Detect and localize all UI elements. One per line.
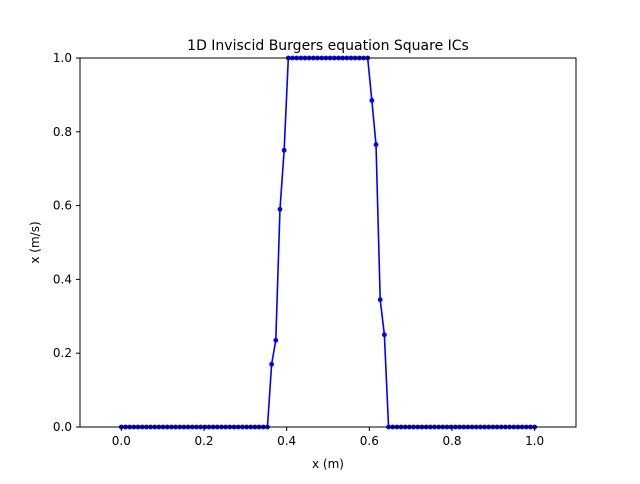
data-point (273, 337, 279, 343)
y-tick-label: 0.6 (53, 199, 72, 213)
y-axis-label: x (m/s) (28, 221, 42, 263)
data-point (281, 147, 287, 153)
x-tick-label: 0.8 (442, 434, 461, 448)
y-tick-label: 0.0 (53, 420, 72, 434)
data-point (381, 332, 387, 338)
data-point (369, 98, 375, 103)
x-tick-label: 1.0 (525, 434, 544, 448)
x-tick-label: 0.6 (360, 434, 379, 448)
x-tick-label: 0.0 (112, 434, 131, 448)
chart-title: 1D Inviscid Burgers equation Square ICs (187, 38, 469, 54)
data-point (373, 142, 379, 148)
data-point (277, 206, 283, 212)
tick-layer: 0.0 0.2 0.4 0.6 0.8 1.0 0.0 0.2 0.4 0.6 0.8 1.0 (53, 51, 544, 448)
data-point (377, 297, 383, 303)
y-tick-label: 0.4 (53, 272, 72, 286)
y-tick-label: 1.0 (53, 51, 72, 65)
plot-area (80, 58, 576, 427)
axes-frame (79, 57, 577, 428)
y-tick-label: 0.2 (53, 346, 72, 360)
data-point (269, 361, 275, 367)
x-axis-label: x (m) (312, 457, 344, 471)
x-tick-label: 0.4 (277, 434, 296, 448)
y-tick-label: 0.8 (53, 125, 72, 139)
x-tick-label: 0.2 (194, 434, 213, 448)
